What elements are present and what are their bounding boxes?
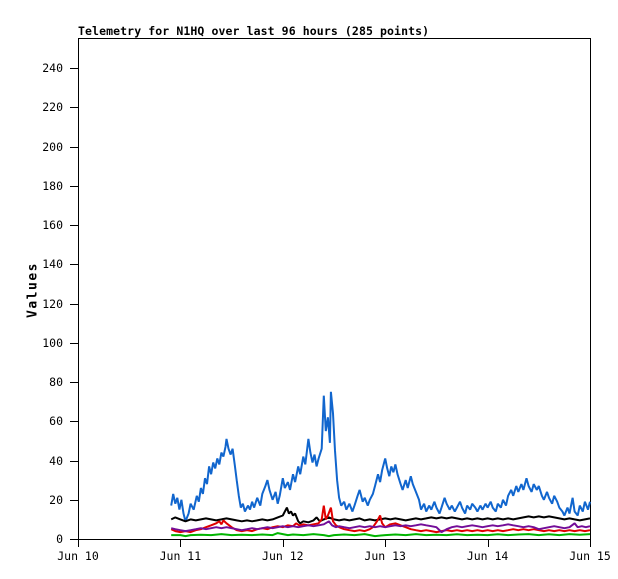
series-telemetry-channel-purple-line	[170, 520, 591, 533]
x-tick-label: Jun 13	[364, 549, 406, 563]
plot-border	[78, 38, 591, 540]
y-tick-label: 60	[49, 414, 63, 429]
y-tick-label: 80	[49, 375, 63, 389]
x-tick-label: Jun 14	[466, 549, 509, 563]
chart-title: Telemetry for N1HQ over last 96 hours (2…	[78, 24, 430, 38]
y-tick-label: 40	[49, 453, 63, 468]
series-telemetry-channel-green-line	[171, 532, 591, 538]
y-tick-label: 20	[49, 492, 63, 507]
x-tick-label: Jun 10	[57, 549, 99, 563]
y-tick-label: 180	[42, 178, 63, 193]
series-telemetry-channel-blue-line	[170, 391, 591, 522]
y-tick-label: 140	[42, 257, 63, 272]
x-tick-label: Jun 12	[262, 549, 304, 563]
x-tick-label: Jun 11	[159, 549, 202, 563]
y-tick-label: 240	[42, 61, 63, 75]
y-tick-label: 120	[42, 296, 63, 311]
y-tick-label: 0	[56, 532, 63, 546]
y-tick-label: 200	[42, 139, 63, 154]
y-tick-label: 100	[42, 335, 63, 350]
x-tick-label: Jun 15	[569, 549, 611, 563]
y-tick-label: 220	[42, 100, 63, 115]
series-telemetry-channel-black-line	[170, 507, 591, 525]
y-tick-label: 160	[42, 218, 63, 232]
